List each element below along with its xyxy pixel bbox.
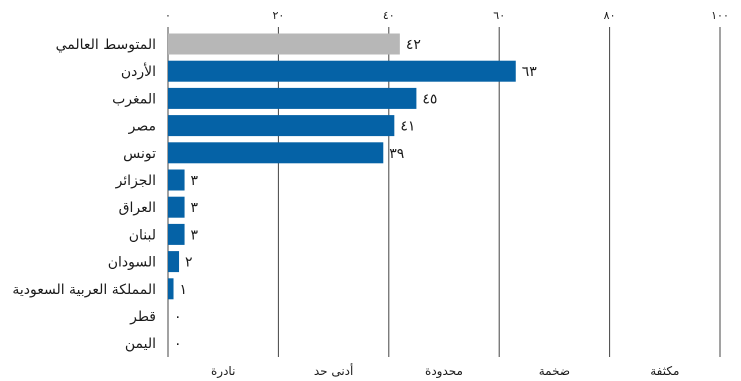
band-label: مكثفة: [650, 364, 679, 378]
bar: [168, 60, 516, 82]
category-label: المغرب: [112, 91, 156, 107]
value-label: ١: [180, 282, 188, 298]
bar: [168, 196, 185, 218]
category-label: لبنان: [129, 227, 156, 243]
bar: [168, 251, 180, 273]
category-label: مصر: [128, 119, 156, 135]
value-label: ٣: [191, 200, 199, 216]
value-label: ٦٣: [522, 64, 538, 80]
category-label: المملكة العربية السعودية: [12, 282, 156, 298]
value-label: ٤٥: [422, 91, 437, 107]
category-labels: المتوسط العالمي الأردن المغرب مصر تونس الجزائ…: [12, 37, 156, 352]
bar: [168, 223, 185, 245]
category-label: تونس: [123, 146, 156, 162]
bar: [168, 87, 417, 109]
category-label: الجزائر: [115, 173, 156, 189]
band-label: ضخمة: [539, 364, 570, 378]
band-label: أدنى حد: [314, 363, 354, 378]
bar: [168, 142, 384, 164]
category-label: اليمن: [125, 336, 156, 352]
bar: [168, 33, 400, 55]
band-label: نادرة: [211, 364, 235, 379]
bars: [168, 33, 516, 300]
value-label: ٤٢: [406, 37, 421, 53]
band-labels: نادرة أدنى حد محدودة ضخمة مكثفة: [211, 363, 679, 379]
value-label: ٣: [191, 173, 199, 189]
category-label: السودان: [108, 255, 156, 271]
grid-lines: [167, 27, 721, 357]
bar: [168, 278, 174, 300]
value-label: ٣: [191, 227, 199, 243]
category-label: الأردن: [121, 62, 156, 80]
x-tick-label: ٤٠: [383, 9, 395, 22]
value-label: ٣٩: [389, 146, 404, 162]
value-label: ٤١: [400, 119, 415, 135]
x-tick-label: ١٠٠: [711, 9, 729, 22]
category-label: العراق: [119, 200, 156, 216]
category-label: قطر: [129, 309, 156, 325]
value-label: ٠: [174, 336, 182, 352]
band-label: محدودة: [425, 364, 463, 379]
x-tick-label: ٨٠: [604, 9, 616, 22]
value-labels: ٤٢ ٦٣ ٤٥ ٤١ ٣٩ ٣ ٣ ٣ ٢ ١ ٠ ٠: [174, 37, 537, 352]
bar: [168, 115, 395, 137]
value-label: ٢: [185, 255, 193, 271]
x-tick-label: ٠: [165, 9, 171, 22]
x-tick-labels: ٠ ٢٠ ٤٠ ٦٠ ٨٠ ١٠٠: [165, 9, 729, 22]
value-label: ٠: [174, 309, 182, 325]
x-tick-label: ٦٠: [493, 9, 505, 22]
bar: [168, 169, 185, 191]
x-tick-label: ٢٠: [272, 9, 284, 22]
category-label: المتوسط العالمي: [56, 37, 156, 53]
